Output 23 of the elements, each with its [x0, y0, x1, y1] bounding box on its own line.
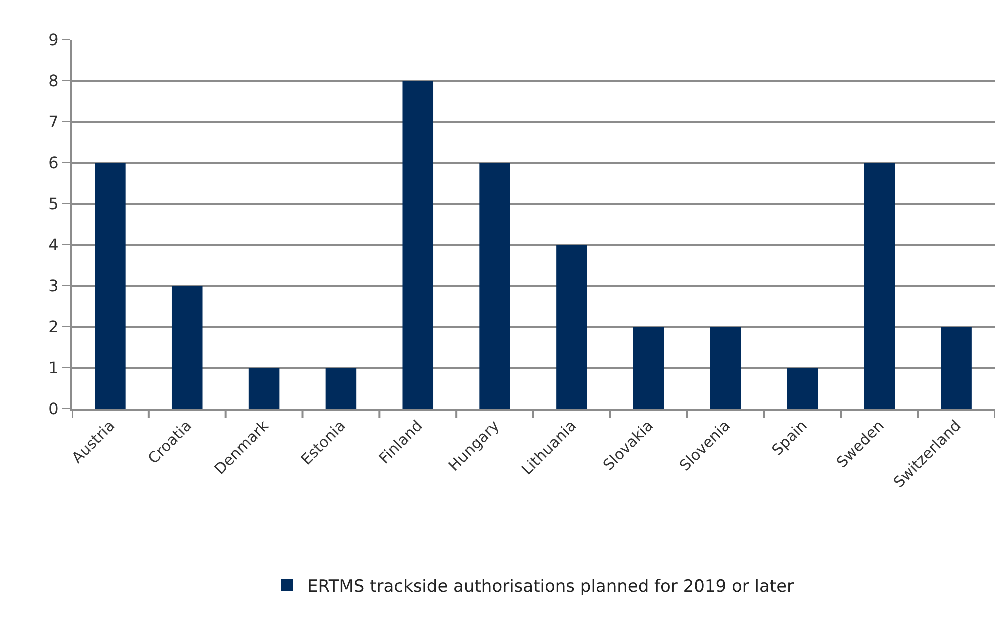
- bar: [172, 286, 203, 409]
- bar: [402, 81, 434, 409]
- bar: [95, 163, 126, 409]
- y-tick-label: 0: [48, 400, 59, 419]
- bar: [248, 368, 280, 409]
- bar: [633, 327, 664, 409]
- bar: [864, 163, 896, 409]
- legend-label: ERTMS trackside authorisations planned for 2019 or later: [308, 576, 794, 597]
- y-tick-label: 5: [48, 194, 59, 214]
- y-tick-label: 4: [48, 236, 59, 255]
- bar: [326, 368, 357, 409]
- y-tick-label: 7: [48, 112, 59, 132]
- y-tick-label: 8: [48, 72, 59, 91]
- y-tick-label: 6: [48, 154, 59, 173]
- bar: [710, 327, 742, 409]
- bar: [941, 327, 972, 409]
- y-tick-label: 3: [48, 276, 59, 296]
- y-tick-label: 2: [48, 318, 59, 337]
- y-tick-label: 9: [48, 30, 59, 50]
- bar: [556, 245, 588, 409]
- bar: [480, 163, 510, 409]
- bar: [787, 368, 818, 409]
- y-tick-label: 1: [48, 358, 59, 378]
